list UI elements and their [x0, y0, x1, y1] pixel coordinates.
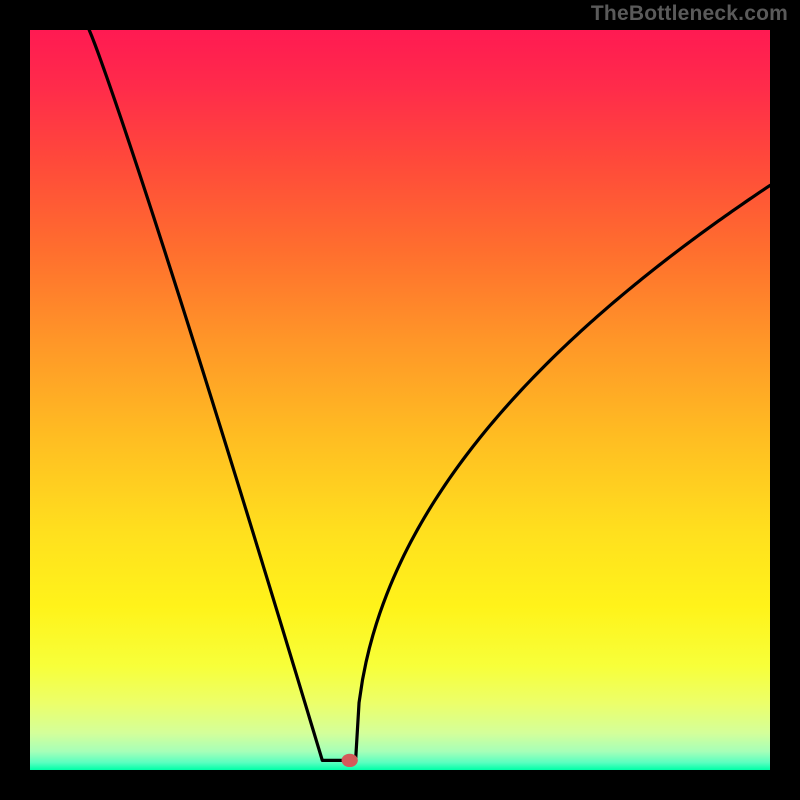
- plot-area: [30, 30, 770, 770]
- watermark-text: TheBottleneck.com: [591, 2, 788, 26]
- chart-root: TheBottleneck.com: [0, 0, 800, 800]
- minimum-marker: [342, 754, 358, 767]
- plot-background: [30, 30, 770, 770]
- plot-svg: [30, 30, 770, 770]
